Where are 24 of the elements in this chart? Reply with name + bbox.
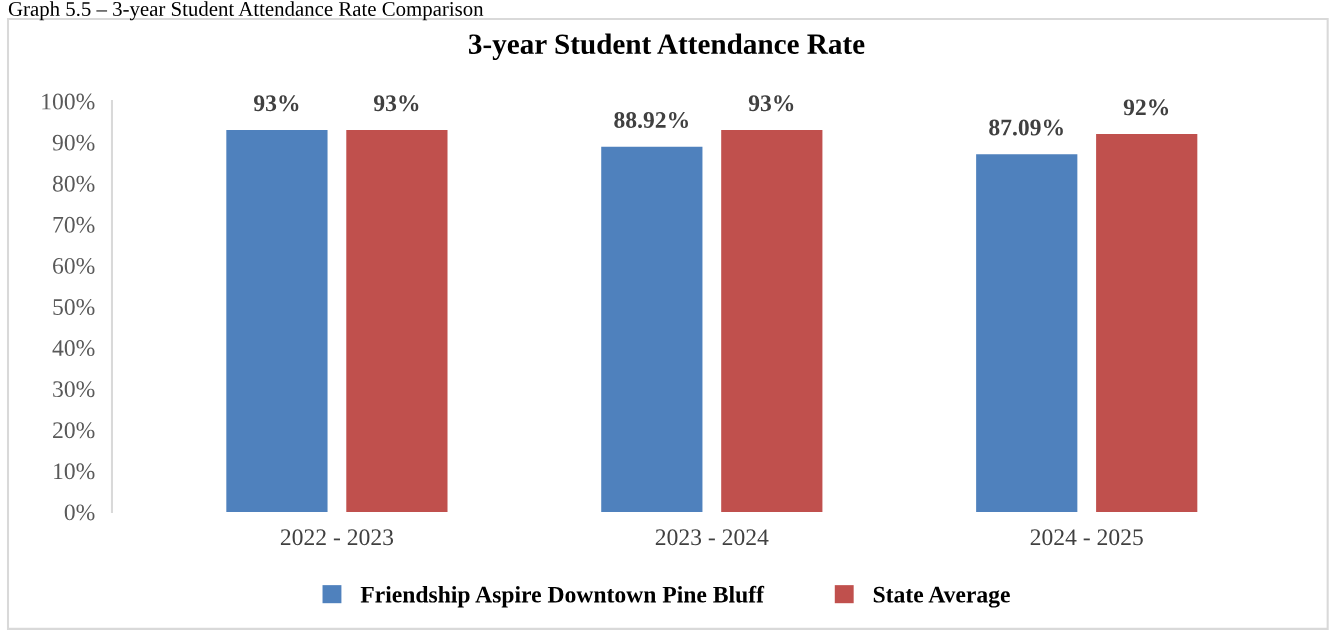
y-tick-label: 60% [53,257,95,274]
chart-title: 3-year Student Attendance Rate [468,33,865,61]
y-tick-label: 30% [53,381,95,398]
legend-label: Friendship Aspire Downtown Pine Bluff [360,585,765,608]
y-tick-label: 10% [54,463,95,480]
y-tick-label: 0% [64,504,95,521]
y-tick-label: 50% [53,299,95,316]
y-tick-label: 20% [53,422,95,439]
data-label: 93% [373,95,419,112]
legend-label: State Average [873,586,1010,608]
y-tick-label: 70% [53,216,95,233]
caption: Graph 5.5 – 3-year Student Attendance Rate Comparison [8,1,484,21]
y-tick-label: 100% [42,93,95,110]
data-label: 93% [253,95,299,112]
y-tick-label: 40% [52,340,95,357]
data-label: 88.92% [614,112,688,129]
x-tick-label: 2022 - 2023 [280,529,394,546]
y-tick-label: 90% [52,134,95,151]
x-tick-label: 2024 - 2025 [1030,529,1143,546]
y-tick-label: 80% [52,175,95,192]
data-label: 93% [748,95,794,112]
x-tick-label: 2023 - 2024 [655,529,769,546]
data-label: 87.09% [989,119,1063,136]
data-label: 92% [1123,99,1169,116]
